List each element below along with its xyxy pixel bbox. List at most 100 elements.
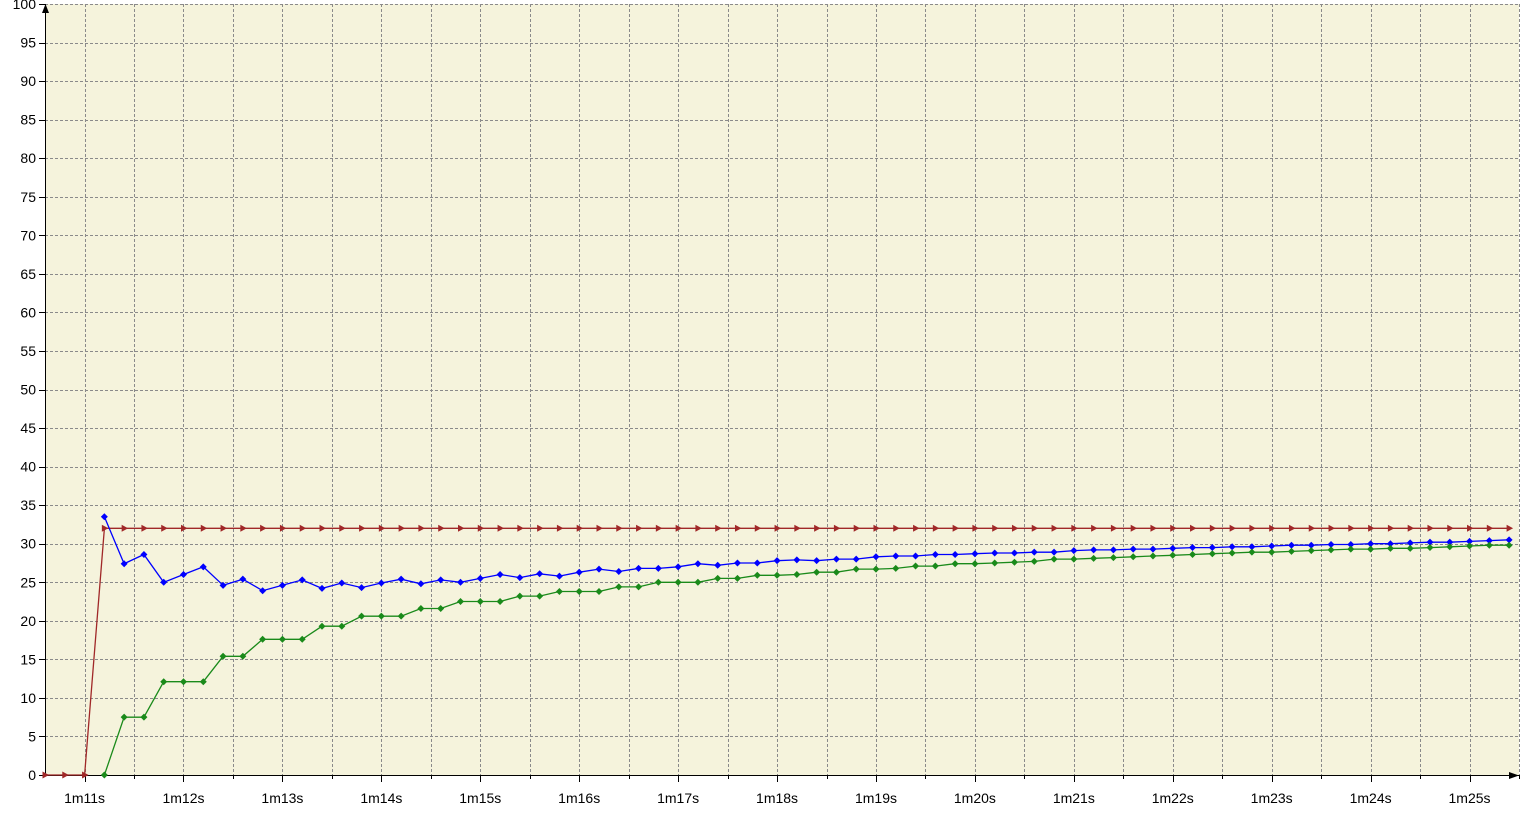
x-tick-label: 1m15s [459, 790, 501, 806]
data-point [872, 553, 880, 561]
data-point [1426, 544, 1434, 552]
data-point [1347, 545, 1355, 553]
data-point [120, 560, 128, 568]
data-point [200, 524, 208, 532]
data-point [318, 622, 326, 630]
x-tick-label: 1m16s [558, 790, 600, 806]
y-tick-label: 90 [20, 73, 36, 89]
data-point [298, 635, 306, 643]
data-point [1466, 542, 1474, 550]
y-tick-label: 75 [20, 189, 36, 205]
data-point [1249, 524, 1256, 532]
y-tick-label: 15 [20, 651, 36, 667]
data-point [377, 579, 385, 587]
data-point [714, 561, 722, 569]
data-point [1447, 524, 1454, 532]
y-tick-label: 40 [20, 459, 36, 475]
series-0 [42, 524, 1514, 779]
y-tick-label: 50 [20, 382, 36, 398]
data-point [754, 524, 762, 532]
data-point [556, 524, 564, 532]
data-point [654, 578, 662, 586]
data-point [278, 581, 286, 589]
data-point [42, 771, 49, 779]
data-point [476, 574, 484, 582]
y-tick-label: 0 [28, 767, 36, 783]
data-point [913, 524, 920, 532]
data-point [457, 524, 465, 532]
data-point [912, 552, 920, 560]
data-point [1031, 524, 1039, 532]
x-tick-label: 1m19s [855, 790, 897, 806]
data-point [219, 652, 227, 660]
data-point [853, 524, 861, 532]
data-point [456, 578, 464, 586]
data-point [160, 678, 168, 686]
data-point [1505, 541, 1513, 549]
data-point [694, 578, 702, 586]
data-point [575, 588, 583, 596]
data-point [773, 571, 781, 579]
data-point [575, 568, 583, 576]
y-axis-arrow-icon [42, 4, 49, 13]
data-point [220, 524, 228, 532]
data-point [931, 562, 939, 570]
data-point [438, 524, 445, 532]
data-point [576, 524, 584, 532]
y-tick-label: 35 [20, 497, 36, 513]
data-point [496, 598, 504, 606]
data-point [991, 559, 999, 567]
data-point [141, 524, 148, 532]
data-point [1129, 545, 1137, 553]
data-point [1050, 548, 1058, 556]
data-point [595, 588, 603, 596]
data-point [1427, 524, 1434, 532]
x-tick-label: 1m25s [1449, 790, 1491, 806]
plot-background [45, 4, 1519, 775]
data-point [733, 559, 741, 567]
data-point [179, 571, 187, 579]
y-tick-label: 30 [20, 536, 36, 552]
data-point [1505, 536, 1513, 544]
data-point [1287, 547, 1295, 555]
data-point [971, 550, 979, 558]
data-point [338, 579, 346, 587]
data-point [654, 564, 662, 572]
data-point [733, 574, 741, 582]
data-point [1387, 524, 1395, 532]
y-tick-label: 10 [20, 690, 36, 706]
data-point [1090, 546, 1098, 554]
data-point [319, 524, 326, 532]
data-point [1268, 548, 1276, 556]
data-point [1109, 546, 1117, 554]
data-point [259, 635, 267, 643]
data-point [1426, 538, 1434, 546]
y-tick-label: 45 [20, 420, 36, 436]
data-point [417, 580, 425, 588]
data-point [1486, 524, 1494, 532]
data-point [1150, 524, 1157, 532]
data-point [1110, 524, 1118, 532]
data-point [793, 556, 801, 564]
data-point [1308, 524, 1316, 532]
data-point [833, 524, 841, 532]
data-point [674, 563, 682, 571]
data-point [893, 524, 900, 532]
data-point [1506, 524, 1514, 532]
data-point [161, 524, 168, 532]
y-tick-label: 95 [20, 35, 36, 51]
data-point [892, 552, 900, 560]
data-point [951, 560, 959, 568]
y-tick-label: 100 [13, 0, 37, 12]
data-point [120, 713, 128, 721]
data-point [140, 550, 148, 558]
data-point [1189, 544, 1197, 552]
data-point [1367, 540, 1375, 548]
data-point [1367, 545, 1375, 553]
data-point [62, 771, 69, 779]
data-point [635, 564, 643, 572]
data-point [378, 524, 386, 532]
data-point [555, 588, 563, 596]
x-tick-label: 1m11s [64, 790, 105, 806]
data-point [912, 562, 920, 570]
